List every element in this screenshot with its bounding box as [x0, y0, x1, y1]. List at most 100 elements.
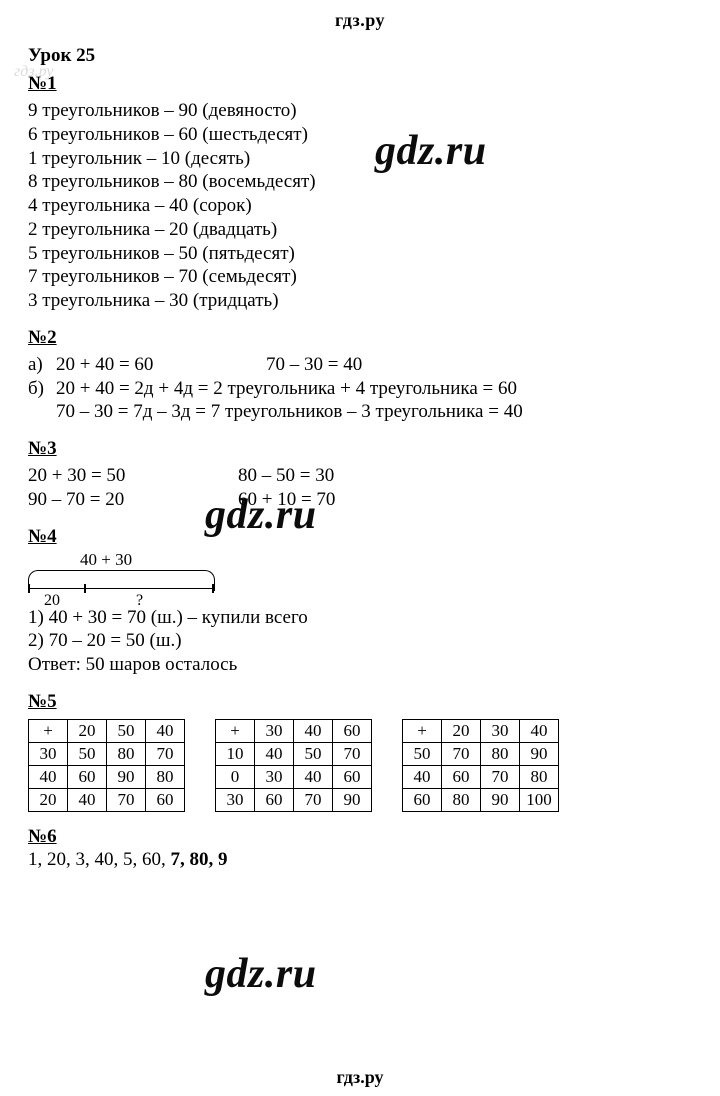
q2-label: №2 [28, 327, 692, 349]
table-cell: 80 [442, 788, 481, 811]
baseline [28, 588, 213, 590]
q4-diagram: 40 + 30 20 ? [28, 552, 213, 604]
q6-label: №6 [28, 826, 692, 848]
table-cell: 70 [481, 765, 520, 788]
tick [84, 584, 86, 593]
q3-row2: 90 – 70 = 20 60 + 10 = 70 [28, 488, 692, 512]
q1-line: 5 треугольников – 50 (пятьдесят) [28, 242, 692, 266]
q1-block: 9 треугольников – 90 (девяносто)6 треуго… [28, 99, 692, 313]
q1-line: 9 треугольников – 90 (девяносто) [28, 99, 692, 123]
table-cell: + [29, 719, 68, 742]
table-cell: 80 [146, 765, 185, 788]
q1-line: 3 треугольника – 30 (тридцать) [28, 289, 692, 313]
table-cell: 60 [255, 788, 294, 811]
table-cell: 90 [107, 765, 146, 788]
tick [212, 584, 214, 593]
table-cell: 80 [481, 742, 520, 765]
q6-bold: 7, 80, 9 [171, 849, 228, 870]
table-cell: 60 [442, 765, 481, 788]
q4-line2: 2) 70 – 20 = 50 (ш.) [28, 629, 692, 653]
q2-block: а) 20 + 40 = 60 70 – 30 = 40 б) 20 + 40 … [28, 353, 692, 424]
table-cell: 30 [216, 788, 255, 811]
table-cell: 80 [520, 765, 559, 788]
q6-line: 1, 20, 3, 40, 5, 60, 7, 80, 9 [28, 848, 692, 872]
q3-row1: 20 + 30 = 50 80 – 50 = 30 [28, 464, 692, 488]
q3-r1c1: 20 + 30 = 50 [28, 464, 238, 488]
table-cell: 40 [520, 719, 559, 742]
brace [28, 570, 215, 587]
table-cell: 30 [255, 765, 294, 788]
number-table: +30406010405070030406030607090 [215, 719, 372, 812]
q1-line: 7 треугольников – 70 (семьдесят) [28, 265, 692, 289]
q2-row-a: а) 20 + 40 = 60 70 – 30 = 40 [28, 353, 692, 377]
q5-tables: +205040305080704060908020407060+30406010… [28, 719, 692, 812]
table-cell: 40 [255, 742, 294, 765]
q1-line: 1 треугольник – 10 (десять) [28, 147, 692, 171]
q2-a-prefix: а) [28, 353, 56, 377]
table-cell: 20 [29, 788, 68, 811]
table-cell: 30 [29, 742, 68, 765]
table-cell: 70 [146, 742, 185, 765]
table-cell: 60 [146, 788, 185, 811]
seg1-label: 20 [44, 592, 60, 610]
number-table: +205040305080704060908020407060 [28, 719, 185, 812]
table-cell: 40 [68, 788, 107, 811]
page: гдз.ру гдз.ру Урок 25 №1 9 треугольников… [0, 0, 720, 1096]
header-brand: гдз.ру [28, 0, 692, 31]
table-cell: 70 [107, 788, 146, 811]
table-cell: 60 [403, 788, 442, 811]
q3-r2c2: 60 + 10 = 70 [238, 488, 335, 512]
q1-line: 4 треугольника – 40 (сорок) [28, 194, 692, 218]
table-cell: 60 [333, 765, 372, 788]
table-cell: 50 [107, 719, 146, 742]
table-cell: 50 [294, 742, 333, 765]
table-cell: 50 [68, 742, 107, 765]
table-cell: 40 [403, 765, 442, 788]
table-cell: 90 [481, 788, 520, 811]
q2-a-col2: 70 – 30 = 40 [266, 353, 362, 377]
table-cell: 90 [520, 742, 559, 765]
table-cell: + [403, 719, 442, 742]
q2-row-b1: б) 20 + 40 = 2д + 4д = 2 треугольника + … [28, 377, 692, 401]
footer-brand: гдз.ру [0, 1067, 720, 1088]
q2-row-b2: 70 – 30 = 7д – 3д = 7 треугольников – 3 … [28, 400, 692, 424]
table-cell: 70 [442, 742, 481, 765]
q5-label: №5 [28, 691, 692, 713]
q3-label: №3 [28, 438, 692, 460]
q4-answer: Ответ: 50 шаров осталось [28, 653, 692, 677]
q1-label: №1 [28, 73, 692, 95]
table-cell: 60 [333, 719, 372, 742]
tick [28, 584, 30, 593]
table-cell: 70 [294, 788, 333, 811]
q4-label: №4 [28, 526, 692, 548]
q6-plain: 1, 20, 3, 40, 5, 60, [28, 849, 171, 870]
q3-r1c2: 80 – 50 = 30 [238, 464, 334, 488]
table-cell: 100 [520, 788, 559, 811]
lesson-title: Урок 25 [28, 45, 692, 67]
table-cell: 20 [442, 719, 481, 742]
q3-block: 20 + 30 = 50 80 – 50 = 30 90 – 70 = 20 6… [28, 464, 692, 512]
number-table: +2030405070809040607080608090100 [402, 719, 559, 812]
table-cell: 30 [481, 719, 520, 742]
brace-label: 40 + 30 [80, 550, 132, 570]
q2-b-prefix: б) [28, 377, 56, 401]
table-cell: 70 [333, 742, 372, 765]
seg2-label: ? [136, 592, 143, 610]
table-cell: 80 [107, 742, 146, 765]
table-cell: 20 [68, 719, 107, 742]
watermark: gdz.ru [205, 950, 317, 998]
q2-b-line2: 70 – 30 = 7д – 3д = 7 треугольников – 3 … [56, 400, 523, 424]
q2-a-col1: 20 + 40 = 60 [56, 353, 266, 377]
table-cell: 40 [146, 719, 185, 742]
q3-r2c1: 90 – 70 = 20 [28, 488, 238, 512]
table-cell: 30 [255, 719, 294, 742]
table-cell: + [216, 719, 255, 742]
table-cell: 10 [216, 742, 255, 765]
q1-line: 6 треугольников – 60 (шестьдесят) [28, 123, 692, 147]
table-cell: 50 [403, 742, 442, 765]
q2-b-line1: 20 + 40 = 2д + 4д = 2 треугольника + 4 т… [56, 377, 517, 401]
q1-line: 8 треугольников – 80 (восемьдесят) [28, 170, 692, 194]
table-cell: 40 [29, 765, 68, 788]
spacer [28, 400, 56, 424]
table-cell: 0 [216, 765, 255, 788]
